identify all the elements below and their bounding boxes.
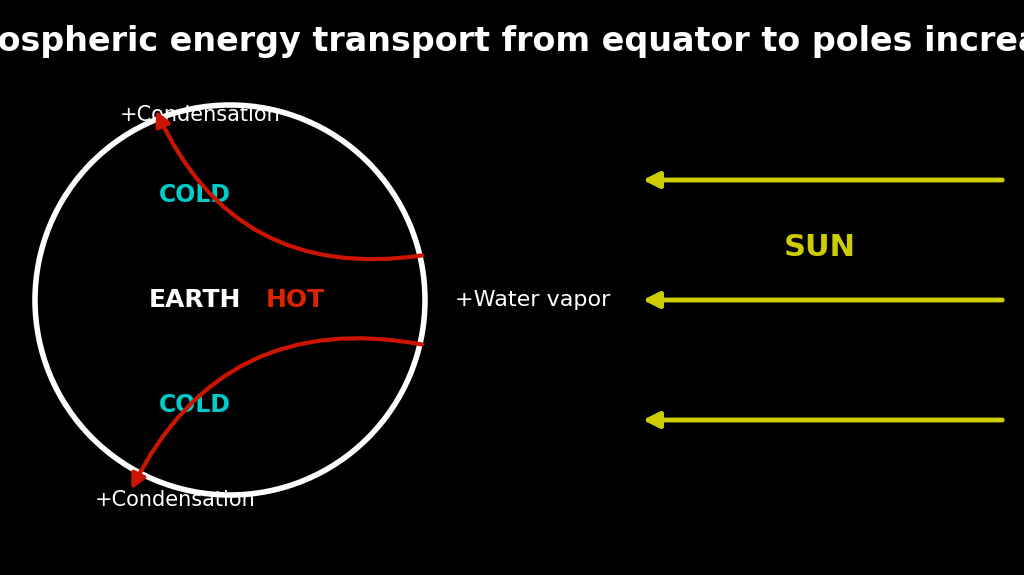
Text: COLD: COLD [159, 183, 231, 207]
Text: +Water vapor: +Water vapor [455, 290, 610, 310]
Text: SUN: SUN [784, 233, 856, 263]
Text: EARTH: EARTH [148, 288, 242, 312]
Text: +Condensation: +Condensation [94, 490, 255, 510]
Text: COLD: COLD [159, 393, 231, 417]
Text: +Condensation: +Condensation [120, 105, 281, 125]
Text: Atmospheric energy transport from equator to poles increases: Atmospheric energy transport from equato… [0, 25, 1024, 59]
Text: HOT: HOT [265, 288, 325, 312]
